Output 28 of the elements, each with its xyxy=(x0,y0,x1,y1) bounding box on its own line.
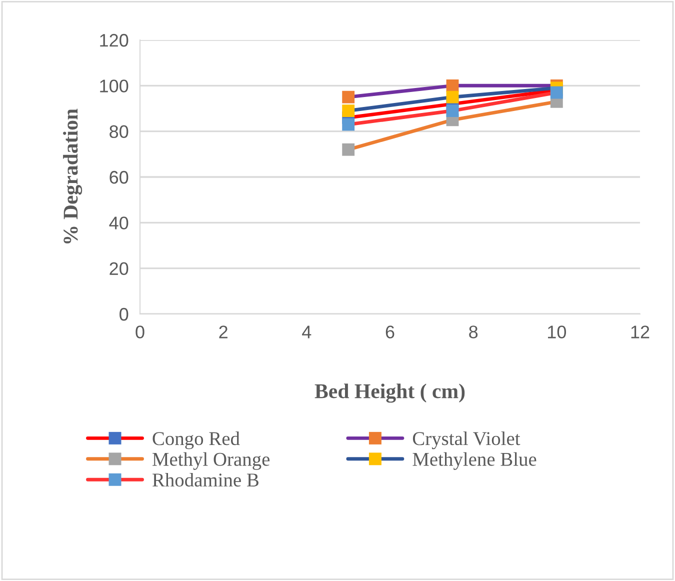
x-tick-label: 10 xyxy=(548,326,566,338)
point xyxy=(446,90,459,104)
y-tick-label: 0 xyxy=(120,308,128,321)
y-tick-label: 40 xyxy=(109,216,128,230)
point xyxy=(342,118,355,131)
x-axis-title: Bed Height ( cm) xyxy=(314,384,465,403)
legend-label: Rhodamine B xyxy=(152,472,258,487)
y-axis-title: % Degradation xyxy=(63,108,82,244)
y-tick-label: 100 xyxy=(100,80,128,92)
x-tick-label: 8 xyxy=(469,326,478,338)
legend-label: Crystal Violet xyxy=(412,431,520,450)
point xyxy=(446,104,459,117)
x-tick-label: 0 xyxy=(136,326,144,338)
y-tick-label: 20 xyxy=(110,262,128,276)
x-tick-label: 2 xyxy=(219,326,228,338)
point xyxy=(550,86,563,99)
point xyxy=(342,104,355,117)
y-tick-label: 80 xyxy=(110,125,128,138)
legend-label: Methyl Orange xyxy=(152,452,270,470)
point xyxy=(342,143,355,156)
legend-label: Congo Red xyxy=(152,431,240,450)
point xyxy=(342,90,355,104)
x-tick-label: 6 xyxy=(386,326,394,338)
y-tick-label: 120 xyxy=(100,34,128,47)
x-tick-label: 4 xyxy=(302,326,312,338)
y-tick-label: 60 xyxy=(110,170,128,184)
legend-label: Methylene Blue xyxy=(412,452,536,470)
x-tick-label: 12 xyxy=(631,326,650,338)
